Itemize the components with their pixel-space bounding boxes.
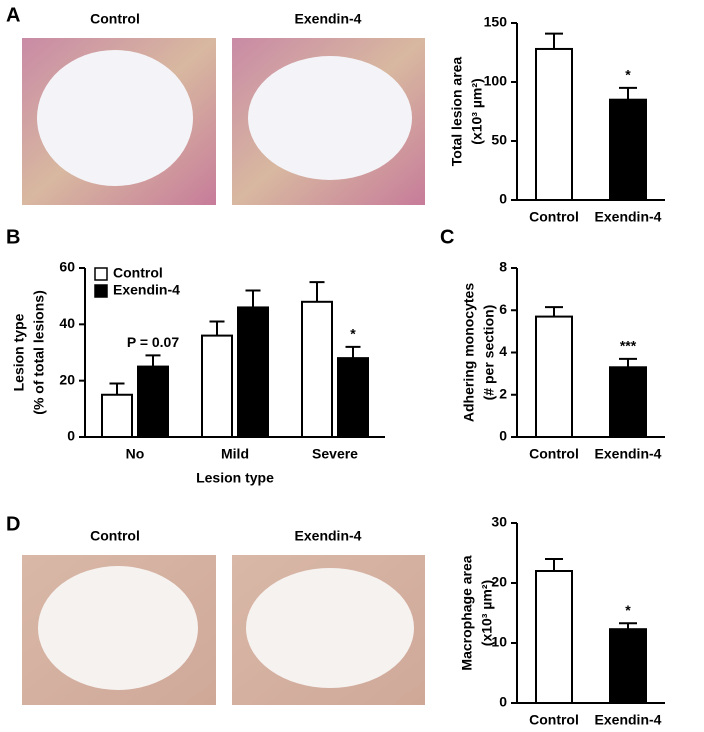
legend-swatch [94, 284, 108, 298]
annotation: P = 0.07 [127, 334, 180, 350]
annotation: * [625, 67, 631, 83]
y-tick-label: 0 [499, 191, 507, 207]
x-tick-label: Exendin-4 [595, 712, 662, 728]
bar [535, 570, 573, 704]
legend-swatch [94, 267, 108, 281]
legend-label: Control [113, 265, 163, 281]
error-bar [619, 622, 637, 630]
error-bar [545, 306, 563, 317]
y-axis-label: (# per section) [481, 305, 497, 401]
bar [337, 357, 369, 438]
x-tick-label: Control [529, 209, 579, 225]
y-axis-label: (% of total lesions) [31, 290, 47, 414]
y-tick-label: 150 [484, 14, 508, 30]
y-tick-label: 20 [491, 574, 507, 590]
annotation: * [625, 602, 631, 618]
error-bar [209, 320, 225, 336]
bar [535, 47, 573, 201]
error-bar [345, 345, 361, 359]
bar [301, 300, 333, 438]
y-tick-label: 50 [491, 132, 507, 148]
error-bar [309, 281, 325, 302]
bar [201, 334, 233, 439]
micrograph [22, 38, 425, 705]
x-tick-label: Mild [221, 446, 249, 462]
error-bar [109, 382, 125, 395]
x-tick-label: Severe [312, 446, 358, 462]
error-bar [245, 289, 261, 308]
y-tick-label: 20 [59, 371, 75, 387]
x-tick-label: Control [529, 712, 579, 728]
panel-label: D [6, 513, 20, 535]
x-tick-label: Control [529, 446, 579, 462]
error-bar [545, 32, 563, 49]
bar [609, 98, 647, 201]
y-tick-label: 30 [491, 514, 507, 530]
bar [535, 315, 573, 438]
y-tick-label: 100 [484, 73, 508, 89]
image-caption: Control [90, 528, 140, 544]
bar [609, 628, 647, 705]
bar [101, 393, 133, 438]
image-caption: Control [90, 11, 140, 27]
y-axis-label: (x10³ µm²) [469, 78, 485, 144]
error-bar [619, 357, 637, 368]
panel-label: C [440, 226, 454, 248]
bar [237, 306, 269, 438]
y-tick-label: 40 [59, 315, 75, 331]
y-tick-label: 0 [499, 694, 507, 710]
y-tick-label: 4 [499, 343, 507, 359]
error-bar [545, 558, 563, 571]
y-tick-label: 6 [499, 301, 507, 317]
y-tick-label: 8 [499, 259, 507, 275]
y-axis-label: Total lesion area [449, 57, 465, 167]
y-tick-label: 10 [491, 634, 507, 650]
y-tick-label: 60 [59, 259, 75, 275]
annotation: * [350, 326, 356, 342]
y-tick-label: 0 [67, 428, 75, 444]
x-axis-label: Lesion type [196, 470, 274, 486]
y-tick-label: 0 [499, 428, 507, 444]
y-axis-label: (x10³ µm²) [479, 580, 495, 646]
image-caption: Exendin-4 [295, 528, 362, 544]
x-tick-label: Exendin-4 [595, 446, 662, 462]
bar [609, 366, 647, 439]
error-bar [619, 86, 637, 100]
y-axis-label: Lesion type [11, 313, 27, 391]
y-axis-label: Adhering monocytes [461, 283, 477, 422]
panel-label: B [6, 226, 20, 248]
annotation: *** [620, 338, 637, 354]
x-tick-label: No [126, 446, 145, 462]
y-axis-label: Macrophage area [459, 555, 475, 670]
panel-label: A [6, 4, 20, 26]
x-tick-label: Exendin-4 [595, 209, 662, 225]
legend-label: Exendin-4 [113, 282, 180, 298]
image-caption: Exendin-4 [295, 11, 362, 27]
error-bar [145, 354, 161, 367]
y-tick-label: 2 [499, 385, 507, 401]
bar [137, 365, 169, 439]
